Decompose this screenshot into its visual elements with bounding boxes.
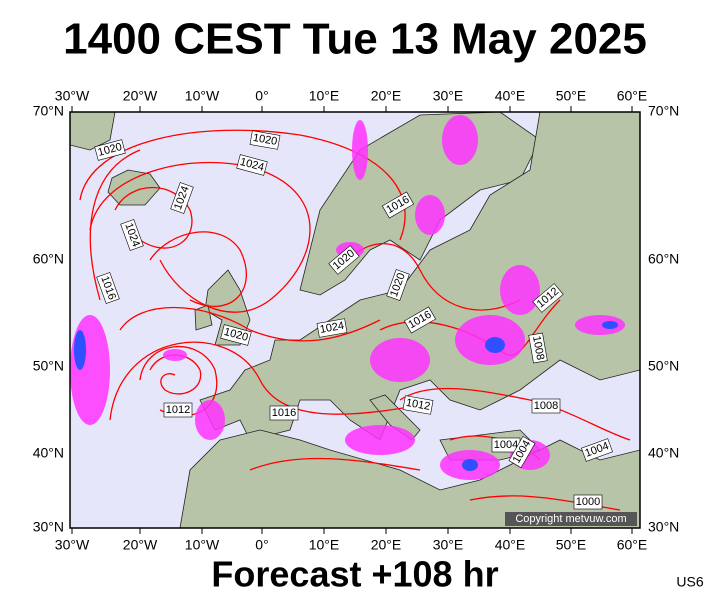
copyright-box <box>505 512 637 526</box>
longitude-label: 10°E <box>309 537 340 553</box>
isobar-label: 1004 <box>581 438 613 462</box>
latitude-label: 70°N <box>648 103 679 119</box>
isobar-value: 1020 <box>252 132 278 148</box>
longitude-label: 30°W <box>55 88 90 104</box>
isobar-label: 1000 <box>573 494 603 510</box>
isobar-value: 1024 <box>319 320 345 336</box>
isobar-label: 1012 <box>163 402 193 418</box>
longitude-label: 50°E <box>556 88 587 104</box>
isobar-label: 1020 <box>220 324 252 346</box>
longitude-label: 40°E <box>495 88 526 104</box>
label-box <box>328 245 360 275</box>
isobar-label: 1016 <box>269 405 299 421</box>
longitude-label: 40°E <box>495 537 526 553</box>
forecast-label: Forecast +108 hr <box>211 554 498 595</box>
map-area: 1020102010241024102410161016102010201024… <box>70 112 640 528</box>
isobar-value: 1008 <box>530 335 546 361</box>
isobar-label: 1016 <box>96 272 120 304</box>
isobar-value: 1004 <box>494 439 518 451</box>
latitude-label: 60°N <box>648 251 679 267</box>
label-box <box>402 395 434 415</box>
longitude-label: 30°E <box>433 537 464 553</box>
label-box <box>236 154 268 176</box>
isobar-value: 1012 <box>405 397 431 413</box>
copyright: Copyright metvuw.com <box>515 513 626 525</box>
isobar-label: 1008 <box>531 398 561 414</box>
isobar-label: 1024 <box>170 182 194 214</box>
latitude-label: 40°N <box>33 445 64 461</box>
isobar-value: 1000 <box>576 496 600 508</box>
label-box <box>170 182 194 214</box>
isobar-label: 1024 <box>316 318 348 338</box>
isobar-label: 1008 <box>528 332 548 364</box>
label-box <box>220 324 252 346</box>
label-box <box>249 130 281 150</box>
label-box <box>528 332 548 364</box>
isobar-label: 1020 <box>249 130 281 150</box>
isobar-label: 1020 <box>94 139 126 161</box>
label-box <box>120 219 144 251</box>
heavy-precipitation <box>74 321 618 471</box>
longitude-label: 30°E <box>433 88 464 104</box>
isobar-value: 1016 <box>272 407 296 419</box>
longitude-label: 20°W <box>123 537 158 553</box>
label-box <box>269 405 299 421</box>
isobar-value: 1008 <box>534 400 558 412</box>
axis-labels: 30°W 30°W 20°W 20°W 10°W 10°W 0° 0° 10°E 10°E 20°E… <box>33 88 680 553</box>
model-code: US6 <box>676 574 703 590</box>
label-box <box>508 435 536 469</box>
label-box <box>386 269 410 301</box>
longitude-label: 0° <box>255 537 268 553</box>
latitude-label: 70°N <box>33 103 64 119</box>
label-box <box>316 318 348 338</box>
label-box <box>573 494 603 510</box>
latitude-label: 30°N <box>33 519 64 535</box>
latitude-label: 50°N <box>33 358 64 374</box>
longitude-label: 30°W <box>55 537 90 553</box>
latitude-label: 60°N <box>33 251 64 267</box>
isobar-label: 1012 <box>402 395 434 415</box>
longitude-label: 50°E <box>556 537 587 553</box>
longitude-label: 0° <box>255 88 268 104</box>
label-box <box>163 402 193 418</box>
isobar-label: 1024 <box>120 219 144 251</box>
latitude-label: 50°N <box>648 358 679 374</box>
title: 1400 CEST Tue 13 May 2025 <box>63 15 647 64</box>
label-box <box>381 191 415 219</box>
longitude-label: 10°W <box>185 537 220 553</box>
label-box <box>96 272 120 304</box>
label-box <box>403 306 437 334</box>
isobar-labels: 1020102010241024102410161016102010201024… <box>94 130 613 510</box>
label-box <box>581 438 613 462</box>
longitude-label: 60°E <box>617 537 648 553</box>
latitude-label: 30°N <box>648 519 679 535</box>
isobar-label: 1020 <box>386 269 410 301</box>
longitude-label: 20°E <box>371 88 402 104</box>
longitude-label: 20°E <box>371 537 402 553</box>
longitude-label: 60°E <box>617 88 648 104</box>
longitude-label: 10°W <box>185 88 220 104</box>
label-box <box>531 398 561 414</box>
label-box <box>532 283 564 313</box>
isobar-value: 1012 <box>166 404 190 416</box>
label-box <box>94 139 126 161</box>
isobar-label: 1024 <box>236 154 268 176</box>
longitude-label: 10°E <box>309 88 340 104</box>
latitude-label: 40°N <box>648 445 679 461</box>
map-frame <box>69 111 641 529</box>
longitude-label: 20°W <box>123 88 158 104</box>
